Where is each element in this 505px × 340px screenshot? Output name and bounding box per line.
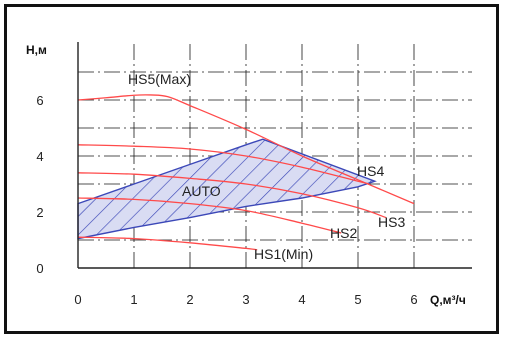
auto-region-layer — [77, 138, 377, 240]
performance-curve — [77, 144, 370, 185]
y-axis-title: Н,м — [26, 43, 47, 57]
x-tick-label: 4 — [298, 292, 305, 307]
axis-layer — [77, 42, 472, 269]
x-tick-label: 5 — [354, 292, 361, 307]
x-tick-label: 1 — [130, 292, 137, 307]
performance-curve — [77, 94, 415, 205]
series-label: HS4 — [357, 163, 384, 179]
series-label: HS3 — [378, 214, 405, 230]
x-tick-label: 0 — [74, 292, 81, 307]
auto-region — [77, 138, 377, 240]
x-axis-title: Q,м³/ч — [430, 293, 466, 307]
series-label: HS2 — [330, 225, 357, 241]
label-layer: 0 1 2 3 4 5 6 0 2 4 6 Н,м Q,м³/ч HS5(Max) HS4 HS3 HS2 HS1… — [26, 43, 466, 307]
performance-curve — [77, 236, 258, 251]
x-tick-label: 6 — [410, 292, 417, 307]
series-label: HS1(Min) — [254, 246, 313, 262]
y-tick-label: 6 — [36, 93, 43, 108]
auto-region-label: AUTO — [182, 183, 221, 199]
x-tick-label: 3 — [242, 292, 249, 307]
y-tick-label: 4 — [36, 149, 43, 164]
performance-curve — [77, 197, 342, 234]
y-tick-label: 0 — [36, 261, 43, 276]
series-label: HS5(Max) — [128, 71, 191, 87]
y-tick-label: 2 — [36, 205, 43, 220]
x-tick-label: 2 — [186, 292, 193, 307]
performance-curve — [77, 172, 387, 219]
curve-layer — [77, 94, 415, 251]
